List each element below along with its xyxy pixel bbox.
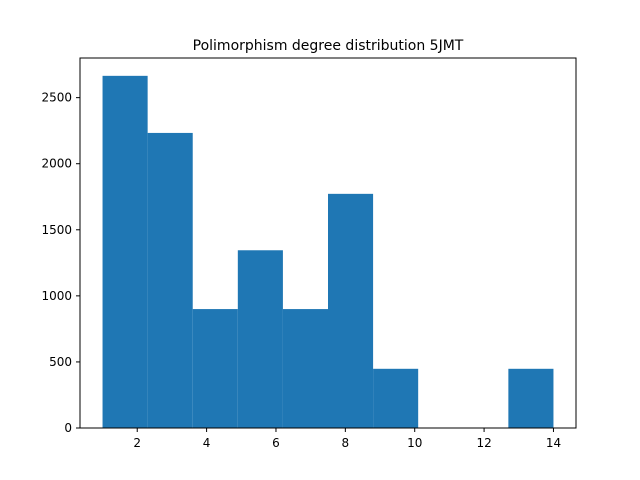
y-tick-label: 2500 xyxy=(41,91,72,105)
x-axis-ticks: 2 4 6 8 10 12 14 xyxy=(133,428,561,450)
histogram-bar-9 xyxy=(508,368,554,428)
x-tick-label: 8 xyxy=(342,436,350,450)
x-tick-label: 10 xyxy=(407,436,422,450)
histogram-bar-1 xyxy=(147,132,193,429)
x-tick-label: 2 xyxy=(133,436,141,450)
histogram-bar-2 xyxy=(192,309,238,428)
x-tick-label: 4 xyxy=(203,436,211,450)
histogram-bar-3 xyxy=(237,250,283,428)
histogram-bar-0 xyxy=(102,75,148,428)
y-tick-label: 1000 xyxy=(41,289,72,303)
histogram-bar-6 xyxy=(373,368,419,428)
y-axis-ticks: 0 500 1000 1500 2000 2500 xyxy=(41,91,80,435)
histogram-bar-4 xyxy=(282,309,328,428)
plot-frame xyxy=(79,57,577,429)
y-tick-label: 500 xyxy=(49,355,72,369)
x-tick-label: 12 xyxy=(476,436,491,450)
histogram-bar-5 xyxy=(328,193,374,428)
chart-title: Polimorphism degree distribution 5JMT xyxy=(193,38,464,54)
x-tick-label: 14 xyxy=(546,436,561,450)
y-tick-label: 1500 xyxy=(41,223,72,237)
histogram-bars xyxy=(102,75,554,429)
y-tick-label: 2000 xyxy=(41,157,72,171)
x-tick-label: 6 xyxy=(272,436,280,450)
y-tick-label: 0 xyxy=(64,421,72,435)
